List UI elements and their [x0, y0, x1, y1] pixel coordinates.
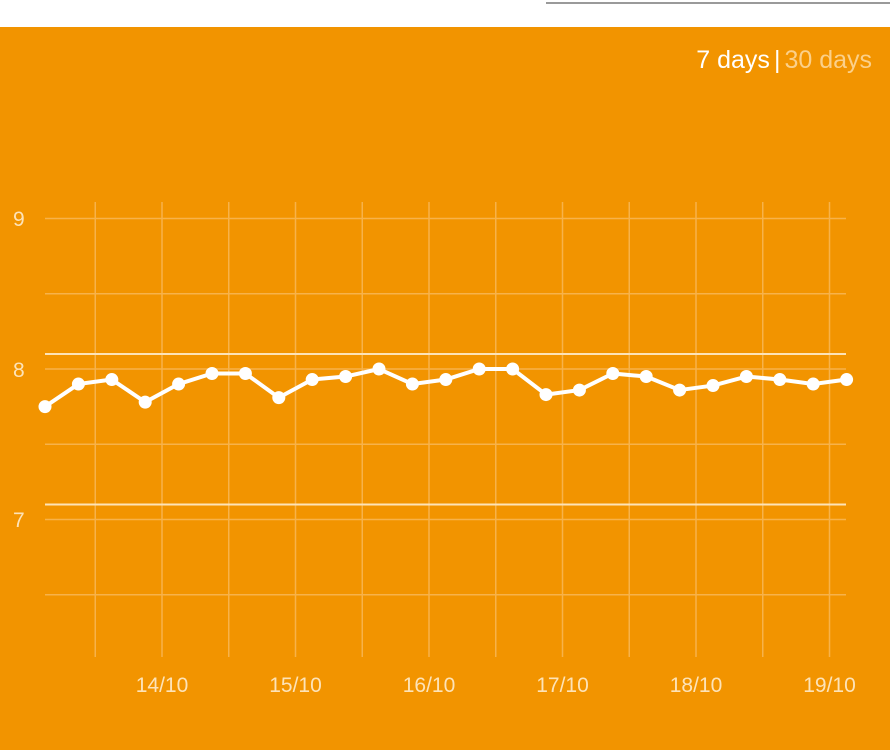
- range-separator: |: [773, 46, 781, 74]
- x-tick-label: 16/10: [403, 674, 456, 697]
- x-tick-label: 19/10: [803, 674, 856, 697]
- data-point: [305, 373, 319, 387]
- data-point: [339, 370, 353, 384]
- range-7-days[interactable]: 7 days: [696, 46, 770, 74]
- data-point: [172, 377, 186, 391]
- data-point: [506, 362, 520, 376]
- data-point: [673, 383, 687, 397]
- data-point: [806, 377, 820, 391]
- y-tick-label: 7: [13, 509, 25, 532]
- data-point: [71, 377, 85, 391]
- data-point: [773, 373, 787, 387]
- data-point: [639, 370, 653, 384]
- data-point: [372, 362, 386, 376]
- data-point: [472, 362, 486, 376]
- data-point: [138, 395, 152, 409]
- data-point: [539, 388, 553, 402]
- data-point: [439, 373, 453, 387]
- range-30-days[interactable]: 30 days: [784, 46, 872, 74]
- range-selector: 7 days | 30 days: [696, 46, 872, 75]
- data-point: [840, 373, 854, 387]
- data-point: [105, 373, 119, 387]
- x-tick-label: 17/10: [536, 674, 589, 697]
- divider: [546, 2, 890, 4]
- top-bar: [0, 0, 890, 27]
- data-point: [739, 370, 753, 384]
- data-point: [706, 379, 720, 393]
- x-tick-label: 15/10: [269, 674, 322, 697]
- y-tick-label: 9: [13, 208, 25, 231]
- data-point: [205, 367, 219, 381]
- x-tick-label: 18/10: [670, 674, 723, 697]
- data-point: [405, 377, 419, 391]
- data-point: [238, 367, 252, 381]
- data-point: [38, 400, 52, 414]
- y-tick-label: 8: [13, 359, 25, 382]
- data-point: [572, 383, 586, 397]
- x-tick-label: 14/10: [136, 674, 189, 697]
- data-point: [272, 391, 286, 405]
- data-point: [606, 367, 620, 381]
